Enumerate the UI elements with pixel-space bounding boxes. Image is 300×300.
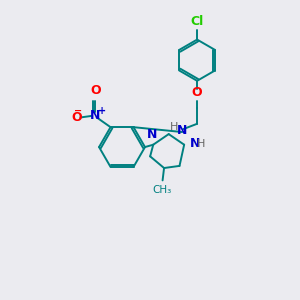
Text: H: H [170, 122, 178, 132]
Text: O: O [192, 86, 203, 99]
Text: −: − [74, 106, 82, 116]
Text: H: H [196, 139, 205, 148]
Text: N: N [90, 110, 101, 122]
Text: CH₃: CH₃ [153, 184, 172, 194]
Text: O: O [72, 111, 82, 124]
Text: N: N [147, 128, 157, 141]
Text: N: N [190, 137, 200, 150]
Text: Cl: Cl [190, 15, 204, 28]
Text: +: + [98, 106, 106, 116]
Text: O: O [90, 84, 101, 97]
Text: N: N [177, 124, 187, 137]
